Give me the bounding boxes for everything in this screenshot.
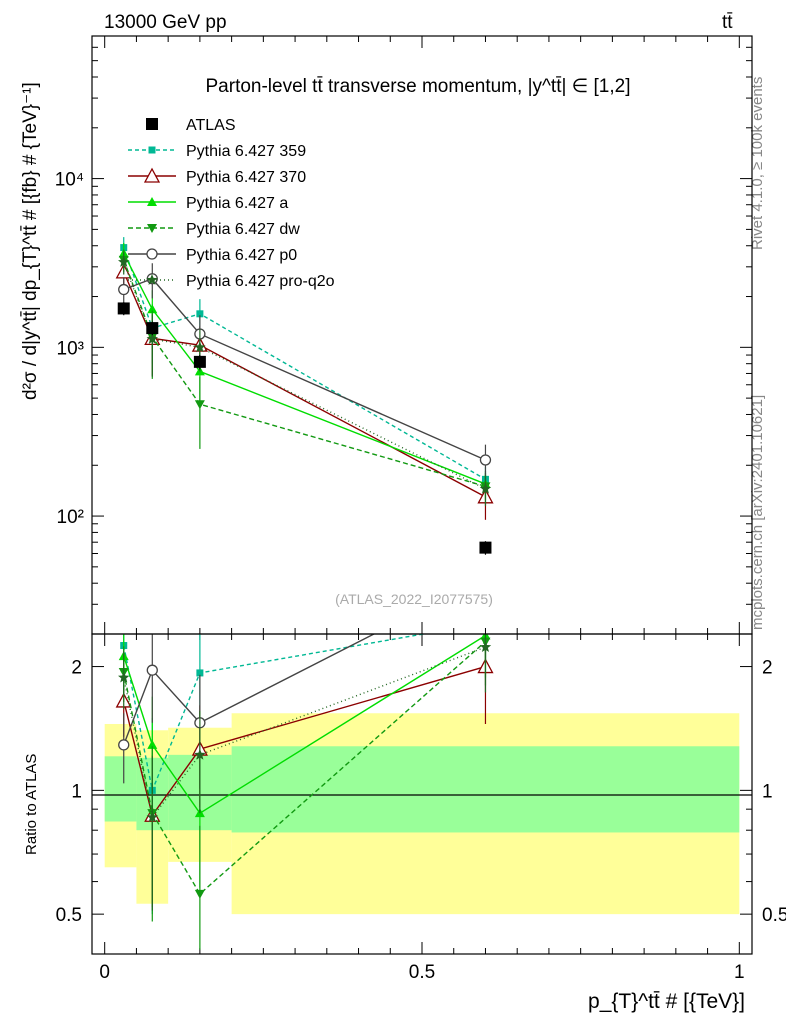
rivet-label: Rivet 4.1.0, ≥ 100k events [749,77,766,250]
ratio-line [123,665,486,817]
ratio-point [479,641,492,652]
ratio-point [118,671,130,683]
legend-label: Pythia 6.427 370 [186,169,306,186]
ratio-y-tick-label-right: 2 [762,658,773,679]
legend-entry: Pythia 6.427 dw [128,221,300,238]
ratio-line [123,634,428,793]
legend-marker [143,167,161,183]
ratio-y-tick-label: 0.5 [56,905,82,926]
x-axis-label: p_{T}^tt̄ # [{TeV}] [588,990,745,1013]
data-point [194,341,206,353]
legend-entry: ATLAS [146,117,236,134]
legend-label: Pythia 6.427 dw [186,221,300,238]
data-point [117,302,130,315]
ratio-point [480,572,490,582]
data-point [196,310,204,318]
ratio-y-tick-label-right: 1 [762,781,773,802]
x-tick-label: 1 [734,962,745,983]
legend-marker [147,197,157,206]
ratio-point [194,889,205,899]
series-line [123,259,486,488]
ratio-point [482,620,489,627]
header-process: tt̄ [722,12,733,33]
uncertainty-band-inner [231,746,740,833]
x-tick-label: 0 [99,962,110,983]
mcplots-label: mcplots.cern.ch [arXiv:2401.10621] [749,395,766,630]
data-point [147,304,158,314]
ratio-y-label: Ratio to ATLAS [23,754,40,855]
ratio-point [147,739,158,749]
legend-marker [147,224,157,233]
series-pythia-6-427-p0 [118,263,492,480]
legend-marker [146,248,158,260]
legend-entry: Pythia 6.427 370 [128,167,306,186]
data-point [118,256,130,267]
legend-entry: Pythia 6.427 359 [128,143,306,160]
data-point [193,355,206,368]
series-line [123,277,486,461]
series-line [123,253,486,485]
ratio-line [123,634,486,815]
legend-label: ATLAS [186,117,236,134]
ratio-point [146,664,158,676]
legend-label: Pythia 6.427 359 [186,143,306,160]
main-panel: Parton-level tt̄ transverse momentum, |y… [20,35,753,635]
data-point [479,541,492,554]
ratio-frame [91,633,753,955]
ratio-panel: 0.5 0.5 1 1 2 2 0 0.5 1 Ratio to ATLAS [23,572,786,983]
ratio-y-tick-label-right: 0.5 [762,905,786,926]
analysis-watermark: (ATLAS_2022_I2077575) [335,591,493,607]
legend-label: Pythia 6.427 a [186,195,288,212]
y-tick-label: 10⁴ [55,170,84,191]
legend-marker [146,118,158,130]
legend-entry: Pythia 6.427 a [128,195,288,212]
x-tick-label: 0.5 [409,962,435,983]
ratio-series-pythia-6-427-p0 [118,572,490,789]
data-point [479,482,492,494]
ratio-series-pythia-6-427-pro-q2o [118,634,492,911]
legend-entry: Pythia 6.427 pro-q2o [128,273,335,290]
ratio-line [123,641,486,895]
y-axis-label: d²σ / d|y^tt̄| dp_{T}^tt̄ # [{fb} # {TeV… [20,82,41,400]
ratio-line [123,634,376,746]
legend-marker [148,146,156,154]
data-point [194,400,205,410]
ratio-point [146,811,158,823]
ratio-y-tick-label: 1 [71,781,82,802]
series-line [123,247,486,480]
legend-entry: Pythia 6.427 p0 [128,247,297,264]
y-tick-label: 10² [57,507,84,528]
ratio-point [118,739,130,751]
ratio-point [196,669,204,677]
chart-title: Parton-level tt̄ transverse momentum, |y… [206,76,631,97]
uncertainty-band-inner [104,756,137,822]
series-atlas [117,302,492,555]
data-point [118,283,130,296]
data-point [479,454,492,466]
header-energy: 13000 GeV pp [104,12,227,33]
legend-label: Pythia 6.427 pro-q2o [186,273,335,290]
ratio-y-tick-label: 2 [71,658,82,679]
series-pythia-6-427-370 [115,259,494,520]
data-point [146,322,159,335]
data-point [146,333,158,344]
series-line [123,271,486,498]
legend-label: Pythia 6.427 p0 [186,247,297,264]
y-tick-label: 10³ [57,338,84,359]
series-line [123,261,486,490]
ratio-point [194,748,206,760]
legend: ATLAS Pythia 6.427 359 Pythia 6.427 370 Pyt… [128,117,335,290]
legend-marker [146,274,158,285]
